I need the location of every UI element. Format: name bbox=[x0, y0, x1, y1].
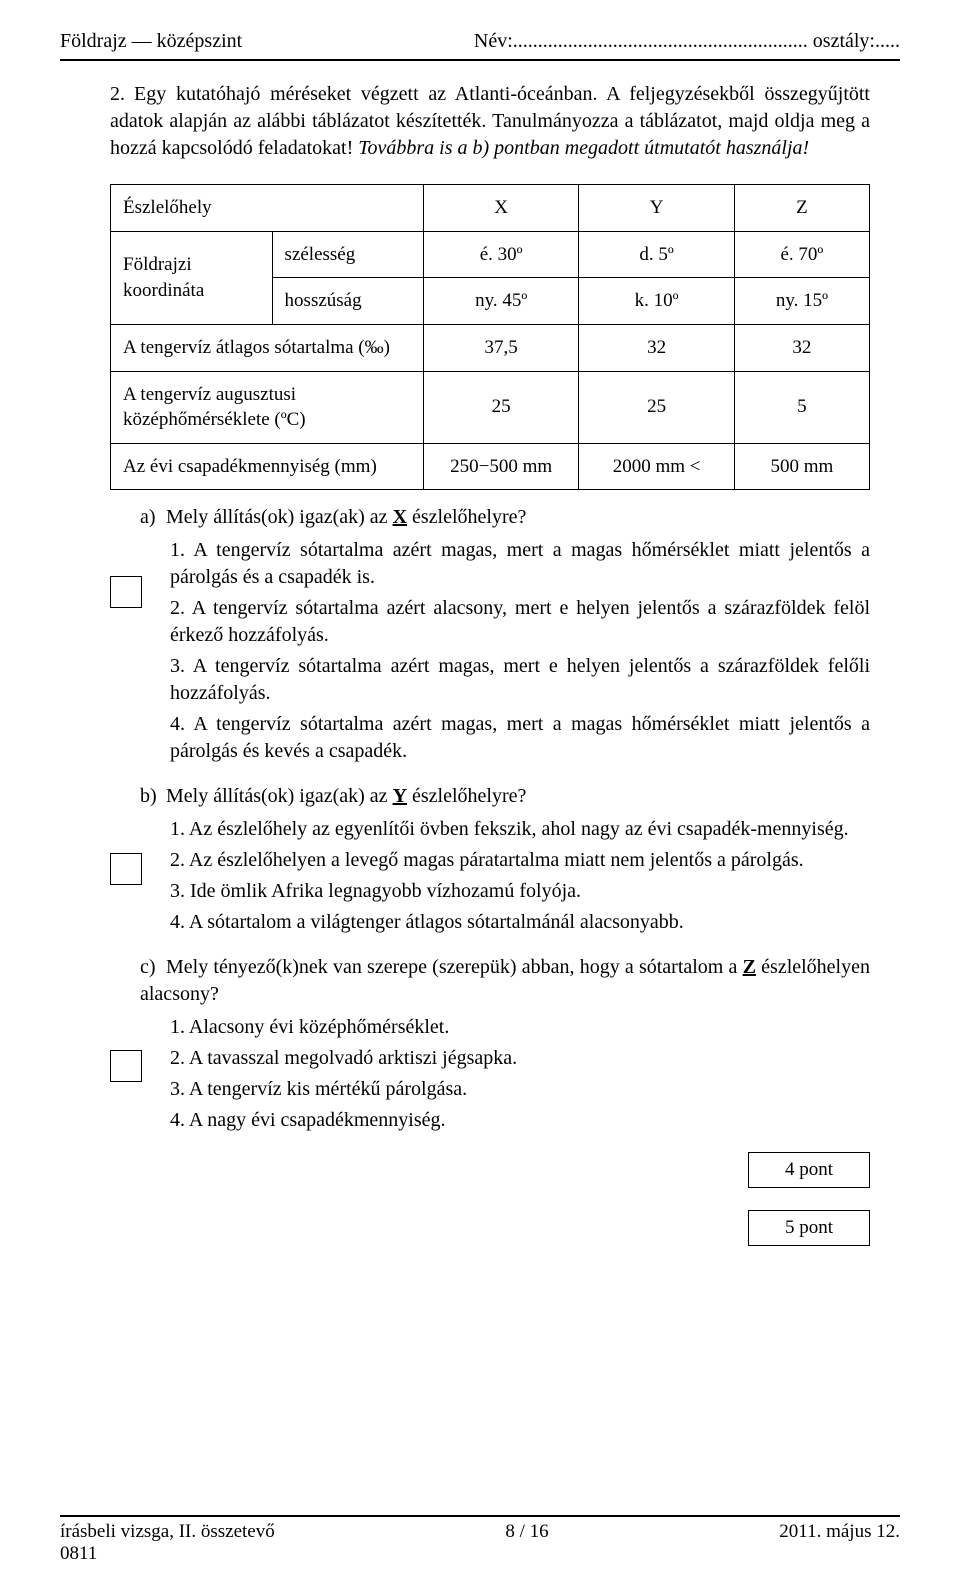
class-label: osztály: bbox=[813, 30, 875, 52]
lat-X: é. 30º bbox=[423, 231, 578, 278]
task-number: 2. bbox=[110, 81, 134, 108]
footer-rule bbox=[60, 1515, 900, 1517]
lon-Y: k. 10º bbox=[579, 278, 734, 325]
augtemp-label: A tengervíz augusztusi középhőmérséklete… bbox=[111, 371, 424, 443]
qa-label: a) bbox=[140, 504, 166, 531]
qa-post: észlelőhelyre? bbox=[407, 506, 526, 528]
qc-s1: 1. Alacsony évi középhőmérséklet. bbox=[170, 1014, 870, 1041]
footer-left-1: írásbeli vizsga, II. összetevő bbox=[60, 1521, 275, 1542]
qb-block: b)Mely állítás(ok) igaz(ak) az Y észlelő… bbox=[110, 783, 870, 936]
qb-label: b) bbox=[140, 783, 166, 810]
prec-Z: 500 mm bbox=[734, 443, 869, 490]
qc-s3: 3. A tengervíz kis mértékű párolgása. bbox=[170, 1076, 870, 1103]
aug-Y: 25 bbox=[579, 371, 734, 443]
coord-label: Földrajzi koordináta bbox=[111, 231, 273, 324]
th-Y: Y bbox=[579, 185, 734, 232]
qa-pre: Mely állítás(ok) igaz(ak) az bbox=[166, 506, 393, 528]
qc-s2: 2. A tavasszal megolvadó arktiszi jégsap… bbox=[170, 1045, 870, 1072]
sal-X: 37,5 bbox=[423, 324, 578, 371]
qc-letter: Z bbox=[743, 956, 756, 978]
qc-block: c)Mely tényező(k)nek van szerepe (szerep… bbox=[110, 954, 870, 1134]
sal-Z: 32 bbox=[734, 324, 869, 371]
qc-pre: Mely tényező(k)nek van szerepe (szerepük… bbox=[166, 956, 743, 978]
qc-s4: 4. A nagy évi csapadékmennyiség. bbox=[170, 1107, 870, 1134]
footer-left-2: 0811 bbox=[60, 1543, 97, 1564]
footer-right: 2011. május 12. bbox=[779, 1521, 900, 1565]
lat-label: szélesség bbox=[272, 231, 423, 278]
th-eszlelohely: Észlelőhely bbox=[111, 185, 424, 232]
qb-s4: 4. A sótartalom a világtenger átlagos só… bbox=[170, 909, 870, 936]
row-lat: Földrajzi koordináta szélesség é. 30º d.… bbox=[111, 231, 870, 278]
prec-X: 250−500 mm bbox=[423, 443, 578, 490]
row-salinity: A tengervíz átlagos sótartalma (‰) 37,5 … bbox=[111, 324, 870, 371]
lon-X: ny. 45º bbox=[423, 278, 578, 325]
header-right: Név:....................................… bbox=[474, 30, 900, 53]
qa-s3: 3. A tengervíz sótartalma azért magas, m… bbox=[170, 653, 870, 707]
qb-pre: Mely állítás(ok) igaz(ak) az bbox=[166, 785, 393, 807]
qb-answer-box[interactable] bbox=[110, 853, 142, 885]
score-total: 5 pont bbox=[748, 1210, 870, 1246]
th-Z: Z bbox=[734, 185, 869, 232]
augtemp-label-2: középhőmérséklete (ºC) bbox=[123, 409, 306, 430]
name-dots: ........................................… bbox=[513, 30, 808, 52]
precip-label: Az évi csapadékmennyiség (mm) bbox=[111, 443, 424, 490]
qb-s1: 1. Az észlelőhely az egyenlítői övben fe… bbox=[170, 816, 870, 843]
row-precip: Az évi csapadékmennyiség (mm) 250−500 mm… bbox=[111, 443, 870, 490]
augtemp-label-1: A tengervíz augusztusi bbox=[123, 384, 296, 405]
qa-answer-box[interactable] bbox=[110, 576, 142, 608]
score-sub: 4 pont bbox=[748, 1152, 870, 1188]
task-intro-italic: Továbbra is a b) pontban megadott útmuta… bbox=[358, 137, 809, 159]
qc-label: c) bbox=[140, 954, 166, 981]
aug-Z: 5 bbox=[734, 371, 869, 443]
th-X: X bbox=[423, 185, 578, 232]
qc-question: c)Mely tényező(k)nek van szerepe (szerep… bbox=[140, 954, 870, 1008]
row-augtemp: A tengervíz augusztusi középhőmérséklete… bbox=[111, 371, 870, 443]
lon-Z: ny. 15º bbox=[734, 278, 869, 325]
qa-question: a)Mely állítás(ok) igaz(ak) az X észlelő… bbox=[140, 504, 870, 531]
footer-left: írásbeli vizsga, II. összetevő 0811 bbox=[60, 1521, 275, 1565]
footer-center: 8 / 16 bbox=[505, 1521, 548, 1565]
qa-s1: 1. A tengervíz sótartalma azért magas, m… bbox=[170, 537, 870, 591]
salinity-label: A tengervíz átlagos sótartalma (‰) bbox=[111, 324, 424, 371]
qb-s3: 3. Ide ömlik Afrika legnagyobb vízhozamú… bbox=[170, 878, 870, 905]
prec-Y: 2000 mm < bbox=[579, 443, 734, 490]
qa-block: a)Mely állítás(ok) igaz(ak) az X észlelő… bbox=[110, 504, 870, 765]
page: Földrajz — középszint Név:..............… bbox=[0, 0, 960, 1589]
lat-Z: é. 70º bbox=[734, 231, 869, 278]
qb-question: b)Mely állítás(ok) igaz(ak) az Y észlelő… bbox=[140, 783, 870, 810]
qa-s4: 4. A tengervíz sótartalma azért magas, m… bbox=[170, 711, 870, 765]
qa-s2: 2. A tengervíz sótartalma azért alacsony… bbox=[170, 595, 870, 649]
table-header-row: Észlelőhely X Y Z bbox=[111, 185, 870, 232]
data-table: Észlelőhely X Y Z Földrajzi koordináta s… bbox=[110, 184, 870, 490]
task-intro: 2.Egy kutatóhajó méréseket végzett az At… bbox=[110, 81, 870, 162]
footer-row: írásbeli vizsga, II. összetevő 0811 8 / … bbox=[60, 1521, 900, 1565]
qa-letter: X bbox=[393, 506, 407, 528]
qb-statements: 1. Az észlelőhely az egyenlítői övben fe… bbox=[170, 816, 870, 936]
name-label: Név: bbox=[474, 30, 513, 52]
header-left: Földrajz — középszint bbox=[60, 30, 242, 53]
page-header: Földrajz — középszint Név:..............… bbox=[60, 30, 900, 55]
qa-statements: 1. A tengervíz sótartalma azért magas, m… bbox=[170, 537, 870, 765]
qb-letter: Y bbox=[393, 785, 407, 807]
lat-Y: d. 5º bbox=[579, 231, 734, 278]
qc-answer-box[interactable] bbox=[110, 1050, 142, 1082]
content: 2.Egy kutatóhajó méréseket végzett az At… bbox=[60, 81, 900, 1246]
qb-post: észlelőhelyre? bbox=[407, 785, 526, 807]
sal-Y: 32 bbox=[579, 324, 734, 371]
header-rule bbox=[60, 59, 900, 61]
qb-s2: 2. Az észlelőhelyen a levegő magas párat… bbox=[170, 847, 870, 874]
qc-statements: 1. Alacsony évi középhőmérséklet. 2. A t… bbox=[170, 1014, 870, 1134]
page-footer: írásbeli vizsga, II. összetevő 0811 8 / … bbox=[60, 1515, 900, 1565]
aug-X: 25 bbox=[423, 371, 578, 443]
class-dots: ..... bbox=[875, 30, 900, 52]
lon-label: hosszúság bbox=[272, 278, 423, 325]
